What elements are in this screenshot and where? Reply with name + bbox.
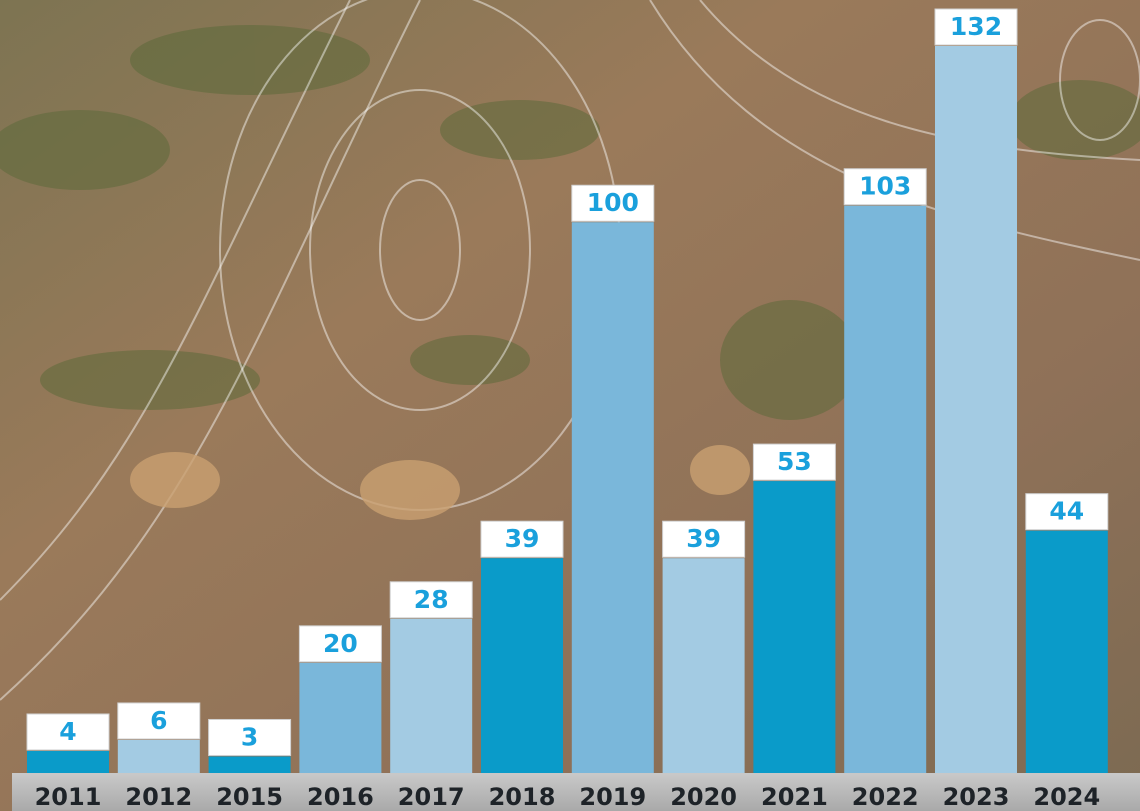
page: {"chart_data": {"type": "bar", "categori… bbox=[0, 0, 1140, 811]
value-label: 103 bbox=[859, 172, 911, 201]
x-tick-label: 2011 bbox=[35, 783, 102, 811]
value-label: 132 bbox=[950, 12, 1002, 41]
x-tick-label: 2016 bbox=[307, 783, 374, 811]
value-label: 3 bbox=[241, 722, 258, 751]
x-tick-label: 2019 bbox=[579, 783, 646, 811]
bar bbox=[390, 619, 472, 773]
x-tick-label: 2017 bbox=[398, 783, 465, 811]
x-tick-label: 2015 bbox=[216, 783, 283, 811]
bar bbox=[935, 46, 1017, 773]
value-label: 53 bbox=[777, 447, 812, 476]
value-label: 28 bbox=[414, 585, 449, 614]
x-tick-label: 2022 bbox=[852, 783, 919, 811]
bar bbox=[299, 663, 381, 773]
bar bbox=[572, 222, 654, 773]
bar bbox=[844, 206, 926, 773]
bar bbox=[663, 558, 745, 773]
x-tick-label: 2021 bbox=[761, 783, 828, 811]
value-label: 4 bbox=[59, 717, 76, 746]
x-tick-label: 2020 bbox=[670, 783, 737, 811]
x-tick-label: 2018 bbox=[489, 783, 556, 811]
bar bbox=[753, 481, 835, 773]
value-label: 39 bbox=[505, 524, 540, 553]
value-label: 44 bbox=[1049, 497, 1084, 526]
bar bbox=[1026, 531, 1108, 773]
chart: 4 2011 6 2012 3 2015 20 2016 28 2017 39 2018 100 2019… bbox=[0, 0, 1140, 811]
value-label: 39 bbox=[686, 524, 721, 553]
value-label: 100 bbox=[587, 188, 639, 217]
x-tick-label: 2023 bbox=[943, 783, 1010, 811]
x-tick-label: 2012 bbox=[125, 783, 192, 811]
bar bbox=[27, 751, 109, 773]
value-label: 20 bbox=[323, 629, 358, 658]
x-tick-label: 2024 bbox=[1033, 783, 1100, 811]
bar bbox=[118, 740, 200, 773]
bar bbox=[481, 558, 563, 773]
value-label: 6 bbox=[150, 706, 167, 735]
bar bbox=[209, 756, 291, 773]
